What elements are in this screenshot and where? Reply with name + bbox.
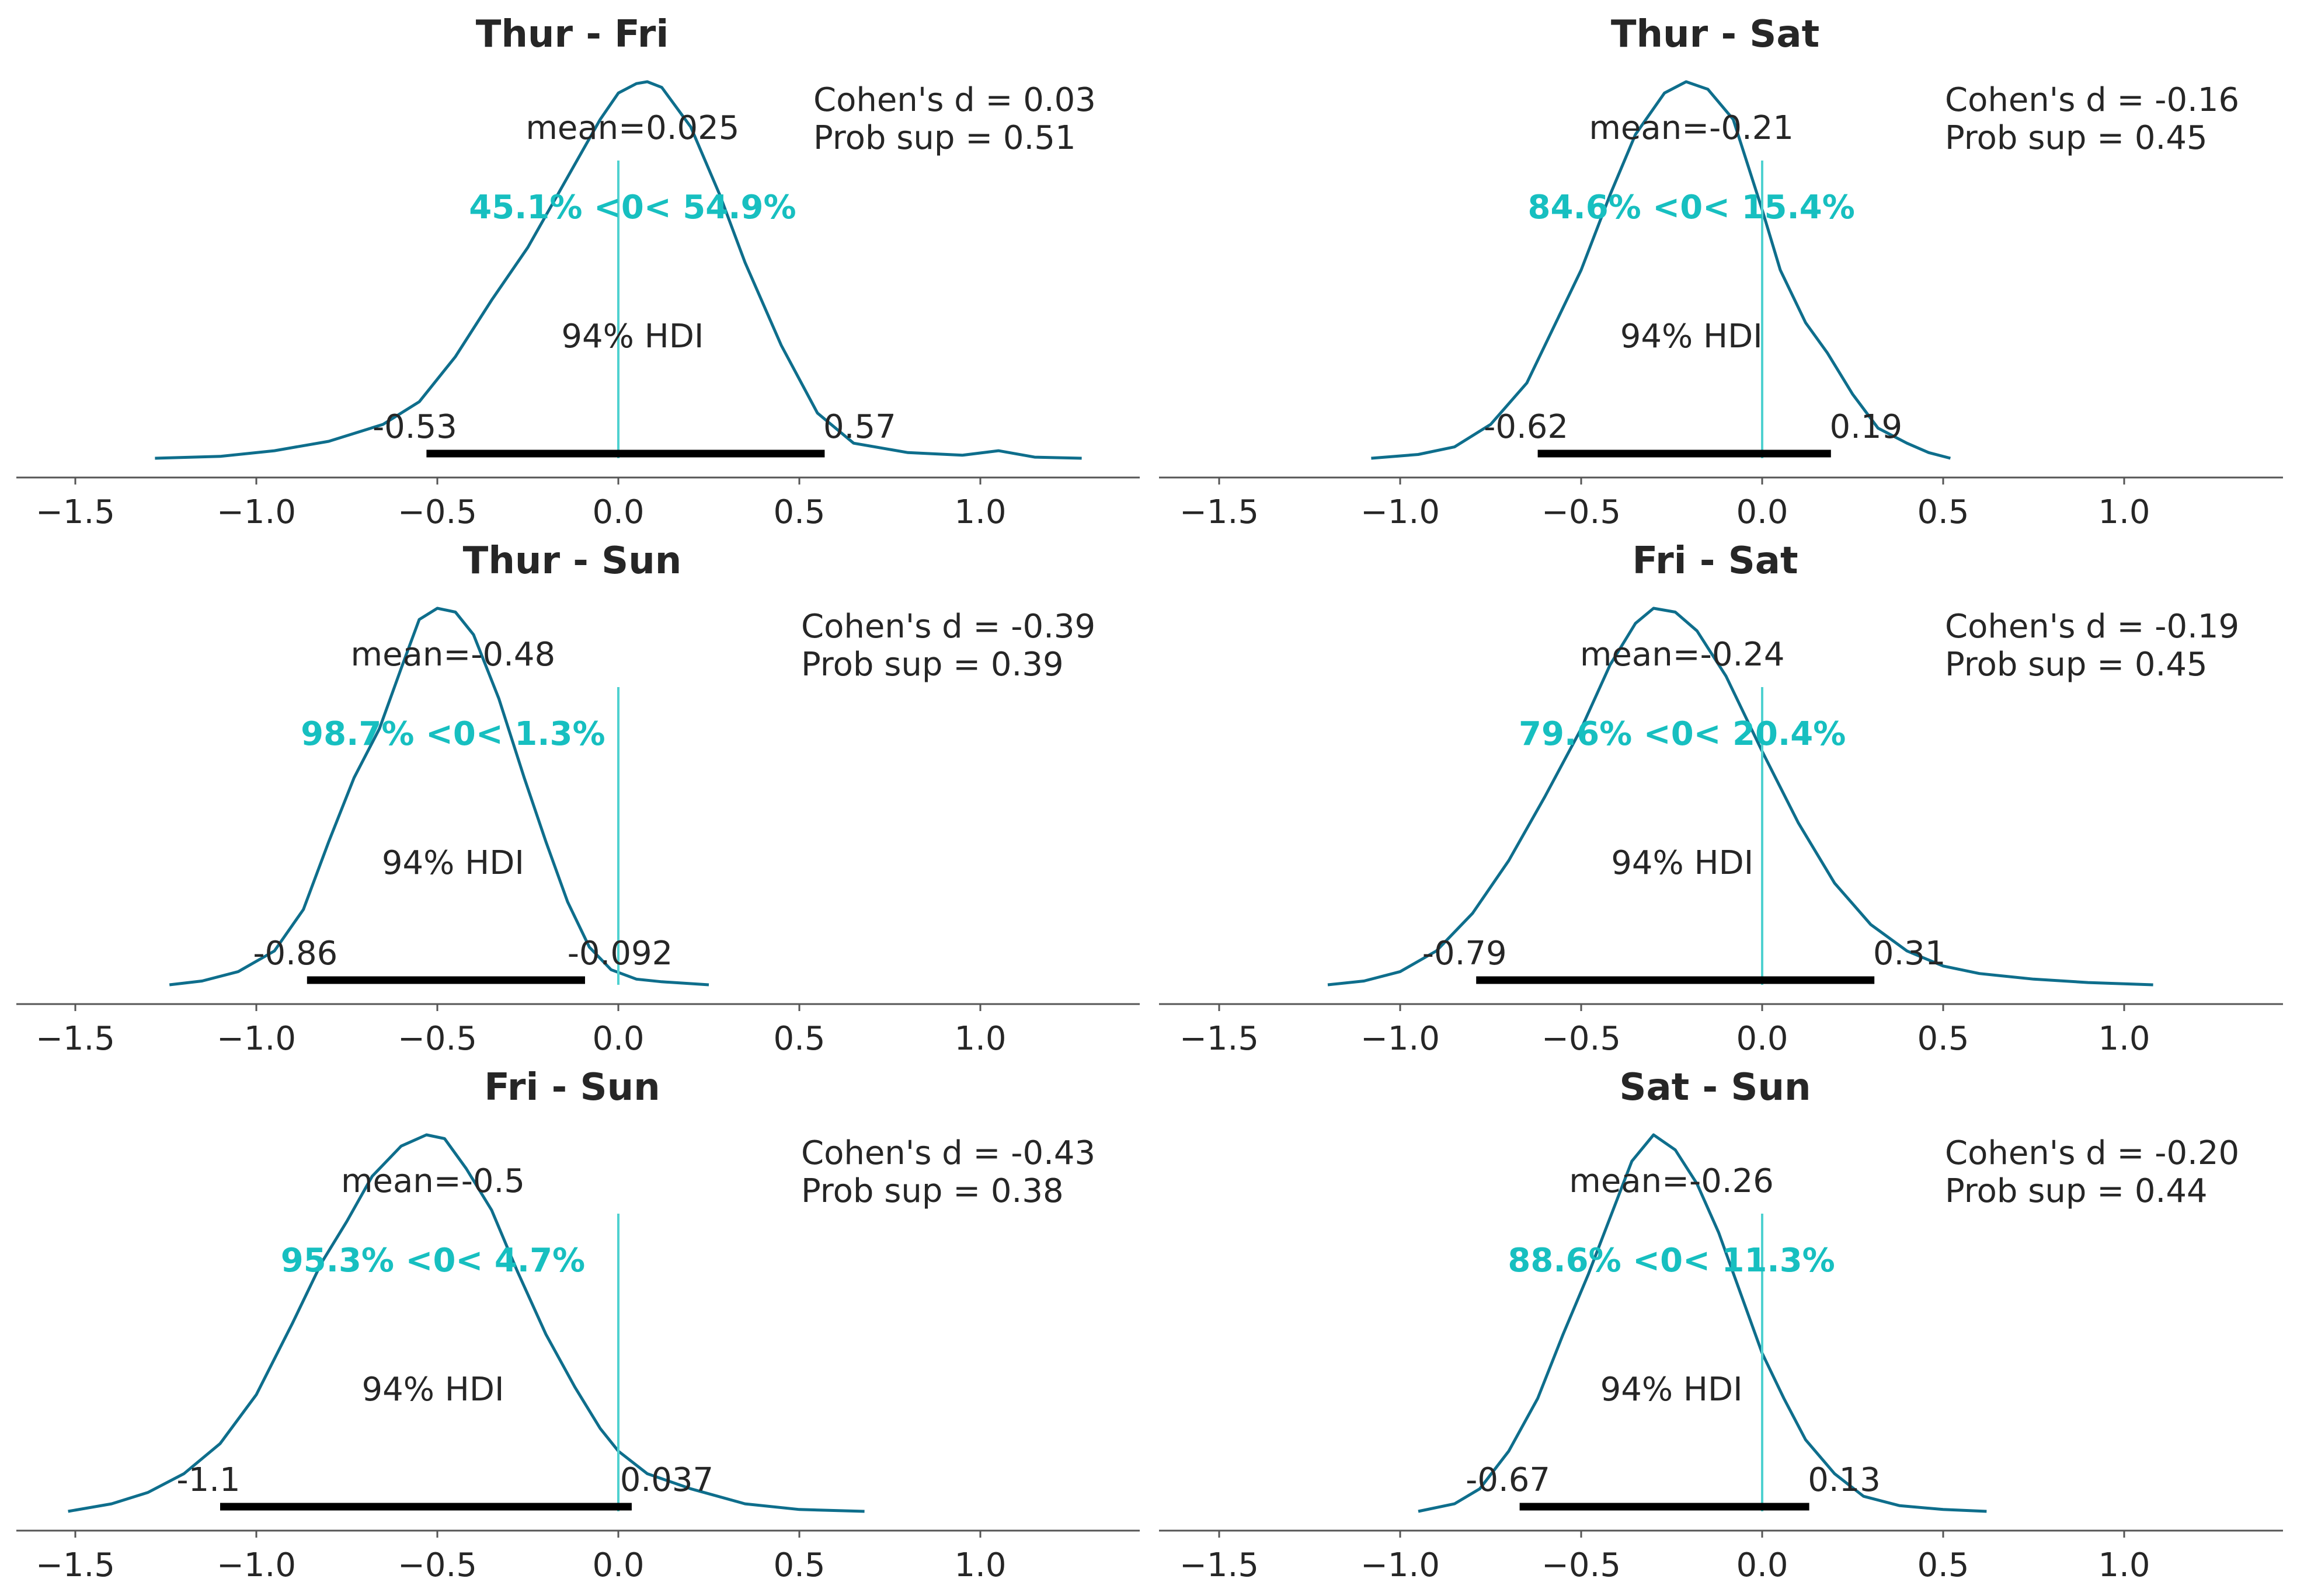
mean-label: mean=-0.21 xyxy=(1589,109,1794,147)
cohens-d-label: Cohen's d = -0.19 xyxy=(1945,608,2239,646)
x-tick-label: −1.5 xyxy=(36,1020,115,1058)
x-tick-label: 0.5 xyxy=(773,1546,825,1584)
density-curve xyxy=(1418,1133,1987,1513)
prob-sup-label: Prob sup = 0.51 xyxy=(813,119,1076,157)
panel-1: Thur - Sat −1.5 −1.0 −0.5 0.0 0.5 1.0 -0.62 0.19… xyxy=(1159,13,2283,531)
x-tick-label: 0.5 xyxy=(1917,493,1969,531)
x-tick-label: −1.0 xyxy=(1360,493,1440,531)
panel-title: Thur - Sun xyxy=(463,539,682,583)
x-tick-label: 1.0 xyxy=(2098,1546,2150,1584)
x-tick-label: −0.5 xyxy=(398,493,477,531)
x-tick-label: −1.0 xyxy=(217,1546,296,1584)
reference-label: 84.6% <0< 15.4% xyxy=(1528,189,1855,226)
hdi-high-label: 0.57 xyxy=(823,408,896,446)
hdi-low-label: -0.53 xyxy=(373,408,457,446)
panel-3: Fri - Sat −1.5 −1.0 −0.5 0.0 0.5 1.0 -0.79 0.31 9… xyxy=(1159,539,2283,1058)
x-tick-label: −0.5 xyxy=(1541,493,1621,531)
panel-title: Thur - Fri xyxy=(476,13,669,56)
panel-0: Thur - Fri −1.5 −1.0 −0.5 0.0 0.5 1.0 -0.53 0.57… xyxy=(16,13,1140,531)
hdi-label: 94% HDI xyxy=(561,318,704,356)
mean-label: mean=-0.5 xyxy=(341,1162,525,1200)
x-tick-label: −1.0 xyxy=(217,493,296,531)
reference-label: 88.6% <0< 11.3% xyxy=(1508,1242,1835,1280)
x-tick-label: −1.5 xyxy=(36,1546,115,1584)
hdi-label: 94% HDI xyxy=(1620,318,1763,356)
hdi-low-label: -0.67 xyxy=(1466,1461,1550,1499)
density-curve xyxy=(68,1133,865,1513)
x-tick-label: 1.0 xyxy=(2098,1020,2150,1058)
x-tick-label: −1.5 xyxy=(1179,493,1259,531)
x-tick-label: 0.0 xyxy=(1736,493,1788,531)
x-tick-label: −1.5 xyxy=(36,493,115,531)
x-tick-label: 1.0 xyxy=(954,1020,1006,1058)
panel-title: Fri - Sat xyxy=(1632,539,1798,583)
cohens-d-label: Cohen's d = -0.16 xyxy=(1945,81,2239,119)
panel-title: Thur - Sat xyxy=(1611,13,1819,56)
x-tick-label: 0.5 xyxy=(1917,1020,1969,1058)
x-tick-label: −0.5 xyxy=(1541,1020,1621,1058)
x-tick-label: 1.0 xyxy=(2098,493,2150,531)
hdi-low-label: -0.86 xyxy=(253,935,337,973)
x-tick-label: −0.5 xyxy=(1541,1546,1621,1584)
x-tick-label: 0.5 xyxy=(773,1020,825,1058)
hdi-high-label: 0.037 xyxy=(620,1461,714,1499)
density-curve xyxy=(155,80,1082,460)
x-tick-label: 0.0 xyxy=(1736,1020,1788,1058)
density-curve xyxy=(169,607,709,987)
density-curve xyxy=(1327,607,2153,987)
panel-2: Thur - Sun −1.5 −1.0 −0.5 0.0 0.5 1.0 -0.86 -0.0… xyxy=(16,539,1140,1058)
panel-4: Fri - Sun −1.5 −1.0 −0.5 0.0 0.5 1.0 -1.1 0.037 9… xyxy=(16,1066,1140,1584)
x-tick-label: 0.0 xyxy=(592,493,644,531)
reference-label: 79.6% <0< 20.4% xyxy=(1519,715,1846,753)
hdi-high-label: -0.092 xyxy=(568,935,673,973)
mean-label: mean=-0.26 xyxy=(1569,1162,1774,1200)
hdi-high-label: 0.13 xyxy=(1808,1461,1881,1499)
prob-sup-label: Prob sup = 0.39 xyxy=(801,646,1064,684)
x-tick-label: 0.0 xyxy=(1736,1546,1788,1584)
mean-label: mean=-0.48 xyxy=(351,636,556,674)
hdi-low-label: -1.1 xyxy=(176,1461,240,1499)
hdi-low-label: -0.79 xyxy=(1422,935,1507,973)
hdi-low-label: -0.62 xyxy=(1484,408,1568,446)
panel-title: Fri - Sun xyxy=(484,1066,660,1109)
panel-title: Sat - Sun xyxy=(1619,1066,1811,1109)
hdi-label: 94% HDI xyxy=(1611,844,1753,882)
hdi-label: 94% HDI xyxy=(1600,1371,1743,1409)
x-tick-label: −1.0 xyxy=(1360,1020,1440,1058)
x-tick-label: 0.0 xyxy=(592,1020,644,1058)
hdi-high-label: 0.31 xyxy=(1873,935,1946,973)
reference-label: 95.3% <0< 4.7% xyxy=(281,1242,585,1280)
x-tick-label: −1.0 xyxy=(1360,1546,1440,1584)
mean-label: mean=0.025 xyxy=(525,109,739,147)
x-tick-label: −1.5 xyxy=(1179,1020,1259,1058)
prob-sup-label: Prob sup = 0.45 xyxy=(1945,119,2208,157)
panel-5: Sat - Sun −1.5 −1.0 −0.5 0.0 0.5 1.0 -0.67 0.13 9… xyxy=(1159,1066,2283,1584)
x-tick-label: −1.5 xyxy=(1179,1546,1259,1584)
cohens-d-label: Cohen's d = -0.43 xyxy=(801,1134,1095,1172)
x-tick-label: −0.5 xyxy=(398,1546,477,1584)
prob-sup-label: Prob sup = 0.45 xyxy=(1945,646,2208,684)
x-tick-label: 1.0 xyxy=(954,1546,1006,1584)
density-curve xyxy=(1371,80,1951,460)
prob-sup-label: Prob sup = 0.44 xyxy=(1945,1172,2208,1210)
x-tick-label: 0.5 xyxy=(1917,1546,1969,1584)
hdi-label: 94% HDI xyxy=(361,1371,504,1409)
x-tick-label: 0.5 xyxy=(773,493,825,531)
hdi-high-label: 0.19 xyxy=(1829,408,1902,446)
cohens-d-label: Cohen's d = -0.39 xyxy=(801,608,1095,646)
mean-label: mean=-0.24 xyxy=(1580,636,1785,674)
x-tick-label: 0.0 xyxy=(592,1546,644,1584)
hdi-label: 94% HDI xyxy=(382,844,524,882)
prob-sup-label: Prob sup = 0.38 xyxy=(801,1172,1064,1210)
cohens-d-label: Cohen's d = -0.20 xyxy=(1945,1134,2239,1172)
cohens-d-label: Cohen's d = 0.03 xyxy=(813,81,1096,119)
x-tick-label: −1.0 xyxy=(217,1020,296,1058)
reference-label: 98.7% <0< 1.3% xyxy=(301,715,605,753)
x-tick-label: −0.5 xyxy=(398,1020,477,1058)
reference-label: 45.1% <0< 54.9% xyxy=(469,189,796,226)
x-tick-label: 1.0 xyxy=(954,493,1006,531)
